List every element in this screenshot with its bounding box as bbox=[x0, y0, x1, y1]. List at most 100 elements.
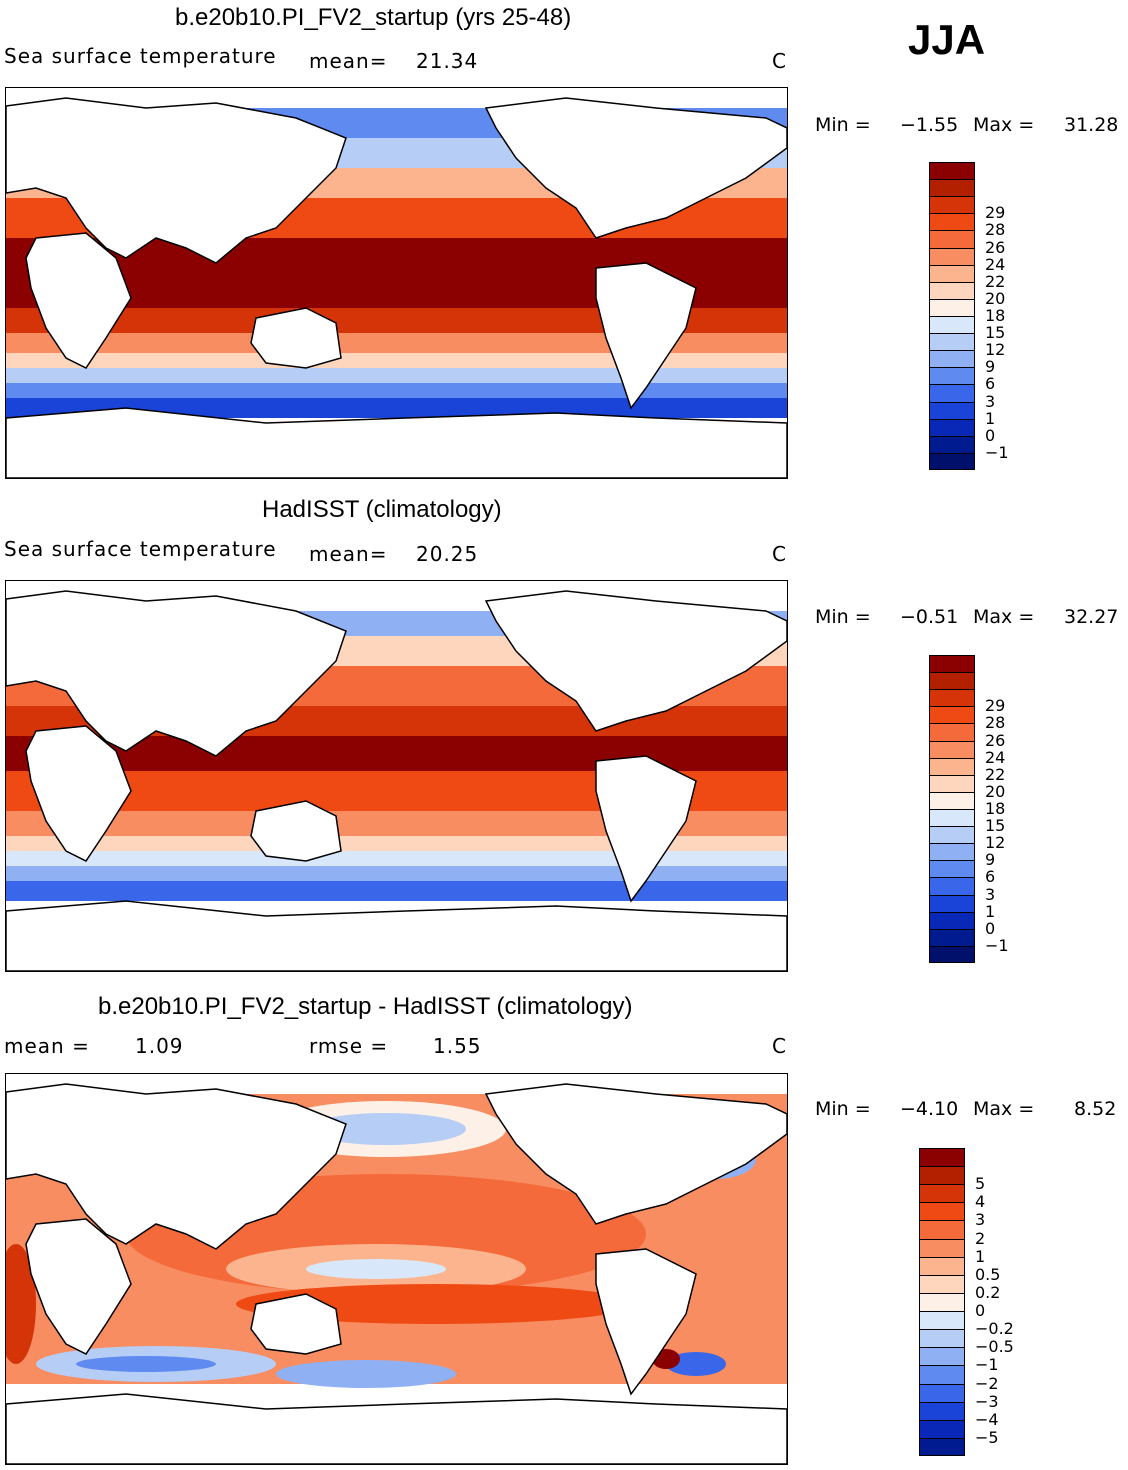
colorbar-tick-label: 2 bbox=[975, 1228, 986, 1248]
colorbar-swatch bbox=[919, 1220, 965, 1239]
panel3-title: b.e20b10.PI_FV2_startup - HadISST (clima… bbox=[98, 993, 633, 1020]
colorbar-tick-label: 26 bbox=[985, 237, 1006, 257]
colorbar-tick-label: 1 bbox=[985, 901, 996, 921]
colorbar-tick-label: 1 bbox=[985, 408, 996, 428]
colorbar-swatch bbox=[929, 350, 975, 368]
panel2-mean-label: mean= bbox=[309, 542, 388, 566]
colorbar-tick-label: 0 bbox=[985, 918, 996, 938]
panel2-min-value: −0.51 bbox=[900, 606, 959, 628]
colorbar-swatch bbox=[929, 774, 975, 792]
panel3-rmse-value: 1.55 bbox=[433, 1034, 482, 1058]
colorbar-swatch bbox=[929, 672, 975, 690]
colorbar-swatch bbox=[919, 1437, 965, 1456]
panel2-min-label: Min = bbox=[815, 606, 871, 628]
colorbar-tick-label: 28 bbox=[985, 713, 1006, 733]
colorbar-tick-label: 29 bbox=[985, 203, 1006, 223]
colorbar-swatch bbox=[929, 945, 975, 963]
colorbar-swatch bbox=[929, 928, 975, 946]
colorbar-tick-label: 3 bbox=[975, 1210, 986, 1230]
season-label: JJA bbox=[908, 16, 986, 63]
colorbar-tick-label: 5 bbox=[975, 1174, 986, 1194]
colorbar-tick-label: −0.5 bbox=[975, 1337, 1014, 1357]
panel2-max-value: 32.27 bbox=[1064, 606, 1119, 628]
panel1-title: b.e20b10.PI_FV2_startup (yrs 25-48) bbox=[175, 4, 572, 31]
colorbar-tick-label: −4 bbox=[975, 1409, 999, 1429]
panel1-sst-field bbox=[6, 88, 787, 478]
colorbar-swatch bbox=[929, 247, 975, 265]
colorbar-swatch bbox=[919, 1383, 965, 1402]
panel3-map bbox=[5, 1073, 788, 1465]
colorbar-swatch bbox=[929, 418, 975, 436]
colorbar-swatch bbox=[929, 452, 975, 470]
colorbar-swatch bbox=[929, 179, 975, 197]
colorbar-swatch bbox=[919, 1274, 965, 1293]
colorbar-tick-label: 20 bbox=[985, 288, 1006, 308]
panel1-min-label: Min = bbox=[815, 114, 871, 136]
panel3-colorbar: 5 4 3 2 1 0.5 0.2 0 −0.2 −0.5 −1 −2 −3 −4 −5 bbox=[919, 1148, 1014, 1456]
colorbar-swatch bbox=[929, 162, 975, 180]
panel2-variable: Sea surface temperature bbox=[4, 537, 277, 561]
colorbar-swatch bbox=[929, 706, 975, 724]
colorbar-tick-label: 9 bbox=[985, 850, 996, 870]
colorbar-swatch bbox=[929, 877, 975, 895]
colorbar-tick-label: 3 bbox=[985, 391, 996, 411]
panel3-diff-field bbox=[6, 1074, 787, 1464]
colorbar-swatch bbox=[929, 401, 975, 419]
colorbar-tick-label: 15 bbox=[985, 816, 1006, 836]
colorbar-swatch bbox=[929, 435, 975, 453]
colorbar-swatch bbox=[919, 1166, 965, 1185]
colorbar-swatch bbox=[929, 860, 975, 878]
colorbar-swatch bbox=[929, 230, 975, 248]
colorbar-tick-label: 0.2 bbox=[975, 1282, 1001, 1302]
colorbar-swatch bbox=[929, 791, 975, 809]
colorbar-swatch bbox=[929, 843, 975, 861]
colorbar-tick-label: −3 bbox=[975, 1391, 999, 1411]
panel3-rmse-label: rmse = bbox=[309, 1034, 389, 1058]
panel1-max-value: 31.28 bbox=[1064, 114, 1119, 136]
colorbar-swatch bbox=[929, 264, 975, 282]
panel2-colorbar: 29 28 26 24 22 20 18 15 12 9 6 3 1 0 −1 bbox=[929, 655, 1009, 963]
colorbar-tick-label: 6 bbox=[985, 867, 996, 887]
colorbar-tick-label: 12 bbox=[985, 833, 1006, 853]
panel2-units: C bbox=[772, 542, 787, 566]
colorbar-tick-label: 22 bbox=[985, 271, 1006, 291]
colorbar-tick-label: 9 bbox=[985, 357, 996, 377]
colorbar-swatch bbox=[919, 1311, 965, 1330]
panel1-min-value: −1.55 bbox=[900, 114, 959, 136]
panel3-units: C bbox=[772, 1034, 787, 1058]
panel1-mean-value: 21.34 bbox=[416, 49, 479, 73]
panel1-colorbar: 29 28 26 24 22 20 18 15 12 9 6 3 1 0 −1 bbox=[929, 162, 1009, 470]
colorbar-swatch bbox=[929, 740, 975, 758]
colorbar-swatch bbox=[929, 384, 975, 402]
panel3-mean-value: 1.09 bbox=[135, 1034, 184, 1058]
colorbar-swatch bbox=[919, 1238, 965, 1257]
colorbar-tick-label: 0 bbox=[985, 425, 996, 445]
panel1-map bbox=[5, 87, 788, 479]
colorbar-swatch bbox=[929, 333, 975, 351]
colorbar-swatch bbox=[919, 1184, 965, 1203]
panel3-min-value: −4.10 bbox=[900, 1098, 959, 1120]
panel1-variable: Sea surface temperature bbox=[4, 44, 277, 68]
colorbar-tick-label: 20 bbox=[985, 781, 1006, 801]
colorbar-tick-label: 18 bbox=[985, 306, 1006, 325]
colorbar-swatch bbox=[929, 894, 975, 912]
colorbar-tick-label: 29 bbox=[985, 696, 1006, 716]
panel1-max-label: Max = bbox=[973, 114, 1035, 136]
colorbar-tick-label: 22 bbox=[985, 764, 1006, 784]
colorbar-tick-label: 12 bbox=[985, 340, 1006, 360]
colorbar-swatch bbox=[929, 723, 975, 741]
colorbar-tick-label: 15 bbox=[985, 323, 1006, 343]
colorbar-swatch bbox=[929, 316, 975, 334]
colorbar-tick-label: 28 bbox=[985, 220, 1006, 240]
colorbar-swatch bbox=[929, 298, 975, 316]
colorbar-swatch bbox=[929, 281, 975, 299]
colorbar-tick-label: −1 bbox=[975, 1355, 999, 1375]
panel2-title: HadISST (climatology) bbox=[262, 496, 502, 523]
colorbar-tick-label: 1 bbox=[975, 1246, 986, 1266]
panel1-mean-label: mean= bbox=[309, 49, 388, 73]
colorbar-swatch bbox=[929, 367, 975, 385]
colorbar-swatch bbox=[929, 826, 975, 844]
colorbar-swatch bbox=[919, 1202, 965, 1221]
colorbar-tick-label: 0 bbox=[975, 1301, 986, 1321]
colorbar-tick-label: 0.5 bbox=[975, 1264, 1001, 1284]
